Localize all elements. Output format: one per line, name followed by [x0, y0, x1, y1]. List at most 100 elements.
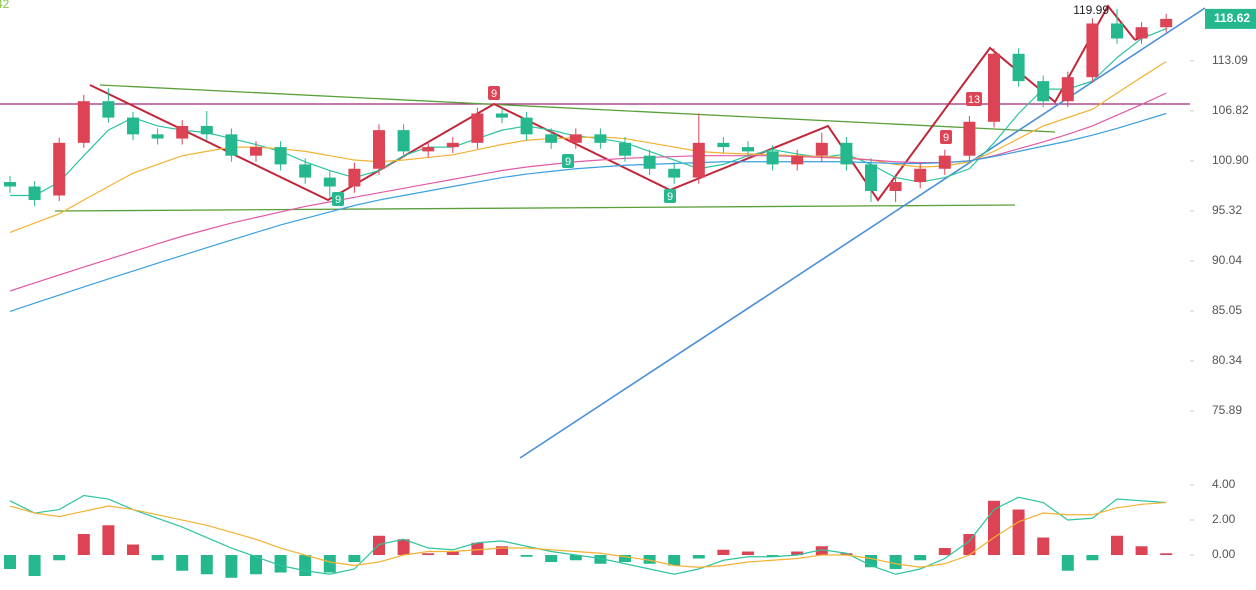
- signal-marker: [664, 189, 676, 203]
- signal-marker: [966, 92, 982, 106]
- trend-line: [54, 204, 1016, 212]
- histogram-bar: [569, 555, 582, 561]
- y-tick-label: 85.05: [1212, 303, 1242, 317]
- candle-body: [28, 186, 41, 201]
- signal-label: 9: [565, 156, 571, 168]
- y-tick-label: 113.09: [1212, 53, 1248, 67]
- trend-line: [99, 84, 1056, 133]
- candle-body: [323, 177, 336, 187]
- histogram-bar: [963, 534, 976, 556]
- candle-body: [102, 101, 115, 118]
- histogram-bar: [422, 553, 435, 556]
- signal-label: 9: [491, 88, 497, 100]
- candle-body: [225, 134, 238, 156]
- histogram-bar: [77, 534, 90, 556]
- histogram-bar: [200, 555, 213, 575]
- candle-body: [151, 134, 164, 139]
- signal-marker: [488, 86, 500, 100]
- histogram-bar: [373, 535, 385, 556]
- candle-body: [840, 142, 853, 165]
- candle-body: [815, 142, 828, 156]
- candle-body: [176, 125, 189, 139]
- candle-body: [520, 117, 533, 135]
- histogram-bar: [1111, 535, 1123, 556]
- candle-body: [791, 155, 804, 165]
- candle-body: [1135, 27, 1148, 39]
- histogram-bar: [1135, 546, 1148, 556]
- histogram-bar: [53, 555, 66, 561]
- histogram-bar: [1160, 553, 1173, 556]
- histogram-bar: [127, 544, 139, 556]
- histogram-bar: [914, 555, 927, 561]
- candle-body: [643, 155, 656, 169]
- candle-body: [1160, 18, 1173, 28]
- wave-path: [89, 4, 1136, 202]
- candle-body: [619, 142, 631, 156]
- histogram-bar: [496, 546, 508, 556]
- histogram-bar: [742, 551, 754, 556]
- histogram-bar: [274, 555, 287, 573]
- candle-body: [299, 164, 312, 178]
- histogram-bar: [176, 555, 189, 571]
- y-tick-label: 106.82: [1212, 103, 1249, 117]
- y-tick-label: 75.89: [1212, 403, 1242, 417]
- high-label: 119.99: [1073, 3, 1109, 17]
- candle-body: [865, 164, 877, 191]
- signal-marker: [332, 192, 344, 206]
- candle-body: [668, 168, 681, 178]
- histogram-bar: [815, 546, 828, 556]
- indicator-line: [9, 112, 1167, 312]
- indicator-line: [9, 494, 1167, 575]
- candle-body: [4, 182, 16, 187]
- signal-marker: [940, 130, 952, 144]
- last-price-box: [1205, 8, 1256, 29]
- histogram-bar: [151, 555, 164, 561]
- histogram-bar: [397, 539, 410, 556]
- histogram-bar: [471, 542, 484, 556]
- signal-label: 9: [667, 191, 673, 203]
- histogram-bar: [323, 555, 336, 573]
- candle-body: [397, 130, 410, 152]
- candle-body: [889, 182, 902, 191]
- histogram-bar: [619, 555, 631, 563]
- signal-label: 9: [943, 132, 949, 144]
- histogram-bar: [520, 555, 533, 557]
- histogram-bar: [766, 555, 779, 557]
- candle-body: [1012, 53, 1025, 82]
- histogram-bar: [594, 555, 607, 564]
- candle-body: [988, 53, 1000, 122]
- signal-label: 9: [335, 194, 341, 206]
- histogram-bar: [643, 555, 656, 564]
- y-tick-label: 0.00: [1212, 547, 1236, 561]
- histogram-bar: [791, 551, 804, 556]
- histogram-bar: [545, 555, 558, 563]
- histogram-bar: [1061, 555, 1074, 571]
- histogram-bar: [1012, 509, 1025, 556]
- histogram-bar: [1037, 537, 1050, 556]
- candle-body: [692, 142, 705, 178]
- y-tick-label: 80.34: [1212, 353, 1242, 367]
- indicator-line: [9, 501, 1167, 568]
- histogram-bar: [840, 553, 853, 556]
- candle-body: [373, 130, 385, 169]
- histogram-bar: [1086, 555, 1099, 561]
- indicator-line: [9, 92, 1167, 292]
- candle-body: [1086, 23, 1099, 78]
- histogram-bar: [446, 551, 459, 556]
- y-tick-label: 100.90: [1212, 153, 1249, 167]
- histogram-bar: [102, 525, 115, 556]
- histogram-bar: [28, 555, 41, 577]
- y-tick-label: 95.32: [1212, 203, 1242, 217]
- candle-body: [1061, 77, 1074, 102]
- candle-body: [963, 121, 976, 156]
- histogram-bar: [250, 555, 262, 575]
- candle-body: [446, 142, 459, 148]
- histogram-bar: [225, 555, 238, 578]
- histogram-bar: [299, 555, 312, 577]
- candle-body: [127, 117, 139, 135]
- histogram-bar: [348, 555, 361, 563]
- candle-body: [1037, 81, 1050, 102]
- trend-line: [519, 7, 1206, 459]
- histogram-bar: [938, 548, 951, 556]
